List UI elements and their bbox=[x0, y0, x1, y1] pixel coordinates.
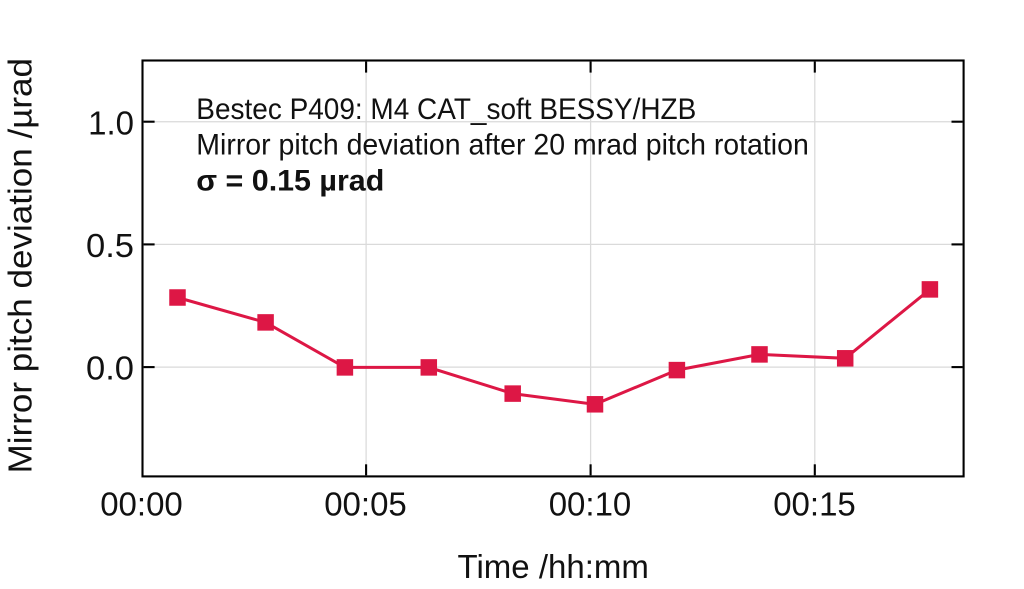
svg-text:σ = 0.15 µrad: σ = 0.15 µrad bbox=[196, 164, 384, 197]
svg-text:00:00: 00:00 bbox=[100, 486, 183, 523]
svg-text:00:10: 00:10 bbox=[549, 486, 632, 523]
svg-text:1.0: 1.0 bbox=[88, 104, 134, 141]
svg-text:Mirror pitch deviation after 2: Mirror pitch deviation after 20 mrad pit… bbox=[196, 129, 809, 162]
svg-text:0.5: 0.5 bbox=[86, 227, 134, 264]
svg-text:Mirror pitch deviation /µrad: Mirror pitch deviation /µrad bbox=[2, 58, 39, 473]
svg-text:Bestec P409: M4 CAT_soft BESSY: Bestec P409: M4 CAT_soft BESSY/HZB bbox=[196, 93, 696, 126]
svg-text:Time /hh:mm: Time /hh:mm bbox=[458, 548, 649, 585]
svg-text:00:05: 00:05 bbox=[324, 486, 407, 523]
svg-text:0.0: 0.0 bbox=[86, 350, 134, 387]
svg-text:00:15: 00:15 bbox=[773, 486, 856, 523]
